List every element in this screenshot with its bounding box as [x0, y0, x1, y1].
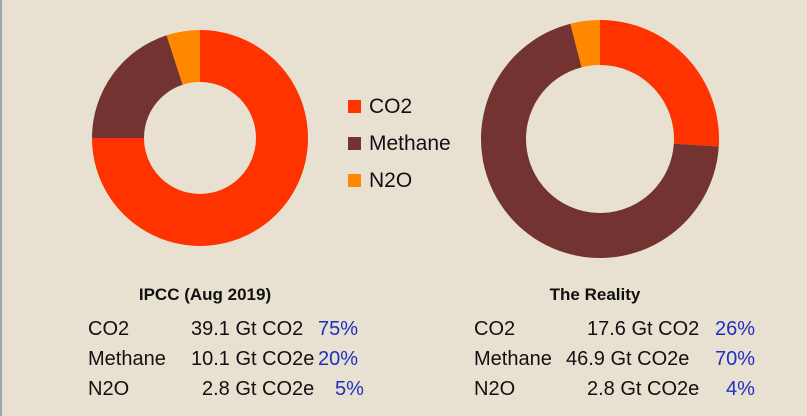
- amount-value: 17.6 Gt CO2: [587, 318, 700, 340]
- amount-value: 46.9 Gt CO2e: [566, 348, 690, 370]
- percent-value: 26%: [715, 318, 756, 340]
- table-row: N2O 2.8 Gt CO2e 4%: [474, 378, 764, 408]
- slice-co2: [600, 20, 720, 147]
- legend-item-co2: CO2: [348, 88, 451, 125]
- gas-label: CO2: [474, 318, 516, 340]
- chart-title-reality: The Reality: [549, 285, 641, 304]
- legend-item-methane: Methane: [348, 125, 451, 162]
- gas-label: CO2: [88, 318, 130, 340]
- amount-value: 10.1 Gt CO2e: [191, 348, 315, 370]
- donut-chart-ipcc: [92, 30, 308, 246]
- gas-label: N2O: [474, 378, 516, 400]
- slice-methane: [481, 23, 719, 259]
- slice-n2o: [570, 20, 600, 68]
- data-table-reality: CO2 17.6 Gt CO2 26% Methane 46.9 Gt CO2e…: [474, 318, 764, 408]
- legend-label-co2: CO2: [369, 94, 413, 118]
- legend-swatch-n2o: [348, 174, 361, 187]
- legend-label-methane: Methane: [369, 131, 451, 155]
- legend-item-n2o: N2O: [348, 162, 451, 199]
- gas-label: N2O: [88, 378, 130, 400]
- donut-chart-reality: [481, 20, 720, 259]
- percent-value: 20%: [318, 348, 359, 370]
- gas-label: Methane: [88, 348, 166, 370]
- legend-swatch-co2: [348, 100, 361, 113]
- table-row: CO2 39.1 Gt CO2 75%: [88, 318, 378, 348]
- gas-label: Methane: [474, 348, 552, 370]
- percent-value: 4%: [726, 378, 755, 400]
- slice-co2: [92, 30, 308, 246]
- table-row: Methane 46.9 Gt CO2e 70%: [474, 348, 764, 378]
- amount-value: 39.1 Gt CO2: [191, 318, 304, 340]
- percent-value: 5%: [335, 378, 364, 400]
- legend-swatch-methane: [348, 137, 361, 150]
- legend: CO2 Methane N2O: [348, 88, 451, 199]
- amount-value: 2.8 Gt CO2e: [202, 378, 315, 400]
- amount-value: 2.8 Gt CO2e: [587, 378, 700, 400]
- table-row: CO2 17.6 Gt CO2 26%: [474, 318, 764, 348]
- slice-n2o: [166, 30, 200, 85]
- chart-title-ipcc: IPCC (Aug 2019): [138, 285, 272, 304]
- table-row: N2O 2.8 Gt CO2e 5%: [88, 378, 378, 408]
- percent-value: 75%: [318, 318, 359, 340]
- table-row: Methane 10.1 Gt CO2e 20%: [88, 348, 378, 378]
- percent-value: 70%: [715, 348, 756, 370]
- data-table-ipcc: CO2 39.1 Gt CO2 75% Methane 10.1 Gt CO2e…: [88, 318, 378, 408]
- legend-label-n2o: N2O: [369, 168, 413, 192]
- slice-methane: [92, 35, 183, 138]
